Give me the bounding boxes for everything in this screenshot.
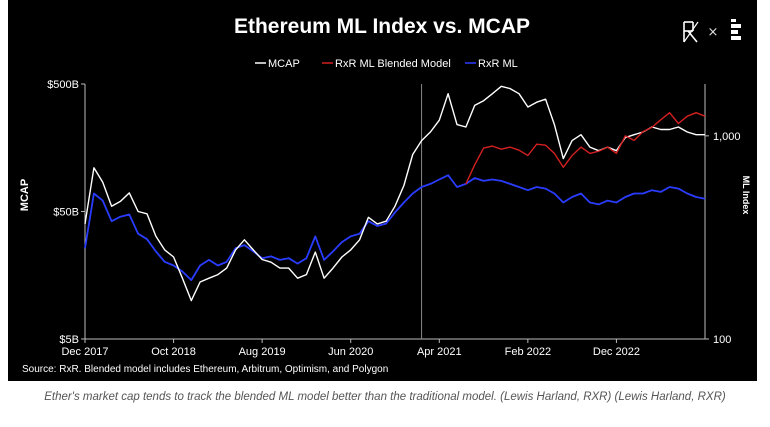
y2-axis-title: ML Index: [741, 176, 751, 215]
x-tick-label: Apr 2021: [417, 346, 462, 358]
chart-svg: Ethereum ML Index vs. MCAP × MCAP: [19, 15, 751, 375]
legend-label-rxr-ml: RxR ML: [478, 58, 518, 70]
figure-caption: Ether's market cap tends to track the bl…: [44, 391, 726, 403]
y-tick-label: $50B: [53, 207, 79, 219]
y-ticks: $5B $50B $500B: [47, 79, 85, 346]
y-tick-label: $5B: [59, 334, 79, 346]
legend-label-blended: RxR ML Blended Model: [335, 58, 451, 70]
x-tick-label: Feb 2022: [505, 346, 551, 358]
x-tick-label: Aug 2019: [239, 346, 286, 358]
source-note: Source: RxR. Blended model includes Ethe…: [22, 364, 388, 375]
y2-tick-label: 1,000: [713, 131, 741, 143]
x-tick-label: Oct 2018: [151, 346, 196, 358]
logo-separator: ×: [708, 25, 719, 40]
x-ticks: Dec 2017 Oct 2018 Aug 2019 Jun 2020 Apr 2021…: [61, 339, 640, 358]
chart-panel: Ethereum ML Index vs. MCAP × MCAP: [8, 0, 757, 381]
legend-label-mcap: MCAP: [268, 58, 300, 70]
legend: MCAP RxR ML Blended Model RxR ML: [255, 58, 518, 70]
legend-item-rxr-ml: RxR ML: [465, 58, 518, 70]
x-tick-label: Dec 2022: [593, 346, 640, 358]
y-axis-title: MCAP: [19, 179, 31, 211]
x-tick-label: Jun 2020: [328, 346, 373, 358]
y2-tick-label: 100: [713, 334, 731, 346]
legend-item-mcap: MCAP: [255, 58, 300, 70]
series-group: [84, 85, 706, 302]
y2-ticks: 100 1,000: [705, 131, 741, 346]
chart-title: Ethereum ML Index vs. MCAP: [234, 15, 530, 38]
rxr-logo: [683, 21, 699, 43]
x-tick-label: Dec 2017: [61, 346, 108, 358]
legend-item-blended: RxR ML Blended Model: [322, 58, 451, 70]
partner-logo: [731, 19, 741, 40]
series-line-rxr-ml: [84, 174, 706, 282]
series-line-mcap: [84, 85, 705, 302]
y-tick-label: $500B: [47, 79, 79, 91]
series-line-blended: [465, 111, 706, 185]
